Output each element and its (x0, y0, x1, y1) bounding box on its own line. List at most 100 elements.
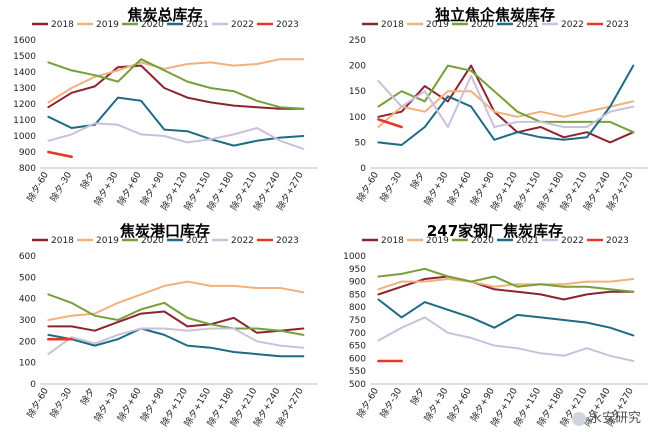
y-tick-label: 1200 (13, 100, 36, 110)
y-tick-label: 1000 (343, 252, 366, 262)
wechat-logo-icon (571, 411, 586, 426)
legend-label-2023: 2023 (276, 20, 299, 30)
legend-label-2023: 2023 (606, 20, 629, 30)
chart-title-steel: 247家钢厂焦炭库存 (426, 222, 564, 240)
y-tick-label: 200 (19, 337, 36, 347)
y-tick-label: 150 (349, 87, 366, 97)
series-line-2019 (47, 58, 305, 104)
y-tick-label: 800 (349, 303, 366, 313)
y-tick-label: 800 (19, 164, 36, 174)
series-line-2021 (47, 327, 305, 358)
x-tick-label: 除夕-60 (24, 169, 51, 204)
y-tick-label: 850 (349, 290, 366, 300)
legend-label-2019: 2019 (96, 20, 119, 30)
y-tick-label: 200 (349, 62, 366, 72)
legend-label-2018: 2018 (381, 236, 404, 246)
y-tick-label: 650 (349, 342, 366, 352)
x-tick-label: 除夕-30 (47, 385, 74, 420)
y-tick-label: 100 (19, 359, 36, 369)
y-tick-label: 0 (360, 164, 366, 174)
y-tick-label: 400 (19, 295, 36, 305)
x-tick-label: 除夕-30 (377, 169, 404, 204)
y-tick-label: 1500 (13, 52, 36, 62)
series-line-2018 (377, 64, 635, 144)
y-tick-label: 1100 (13, 116, 36, 126)
y-tick-label: 100 (349, 113, 366, 123)
y-tick-label: 50 (355, 138, 367, 148)
legend-label-2023: 2023 (276, 236, 299, 246)
watermark-text: 永安研究 (588, 411, 641, 426)
y-tick-label: 0 (30, 380, 36, 390)
y-tick-label: 600 (349, 354, 366, 364)
y-tick-label: 700 (349, 329, 366, 339)
legend-label-2018: 2018 (51, 236, 74, 246)
x-tick-label: 除夕-60 (24, 385, 51, 420)
y-tick-label: 950 (349, 265, 366, 275)
y-tick-label: 900 (19, 148, 36, 158)
x-tick-label: 除夕 (78, 386, 97, 408)
y-tick-label: 300 (19, 316, 36, 326)
legend-label-2020: 2020 (471, 236, 494, 246)
chart-title-independent: 独立焦企焦炭库存 (434, 6, 555, 24)
x-tick-label: 除夕 (78, 170, 97, 192)
y-tick-label: 500 (349, 380, 366, 390)
y-tick-label: 1300 (13, 84, 36, 94)
legend-label-2021: 2021 (516, 236, 539, 246)
legend-label-2023: 2023 (606, 236, 629, 246)
legend-label-2022: 2022 (561, 236, 584, 246)
series-line-2022 (47, 122, 305, 150)
x-tick-label: 除夕-30 (47, 169, 74, 204)
series-line-2023 (47, 150, 73, 159)
chart-panel-port: 0 100 200 300 400 500 600 除夕-60 除夕-30 除夕 除夕+30 除夕+6… (0, 216, 330, 432)
legend-label-2020: 2020 (141, 236, 164, 246)
series-line-2021 (377, 64, 635, 146)
series-line-2020 (377, 267, 635, 293)
legend-label-2019: 2019 (426, 20, 449, 30)
series-line-2019 (47, 280, 305, 321)
legend-label-2020: 2020 (141, 20, 164, 30)
legend-label-2022: 2022 (231, 20, 254, 30)
series-line-2022 (377, 74, 635, 128)
legend-label-2022: 2022 (561, 20, 584, 30)
legend-label-2021: 2021 (186, 236, 209, 246)
series-line-2020 (47, 293, 305, 336)
y-tick-label: 500 (19, 273, 36, 283)
chart-panel-steel: 500 550 600 650 700 750 800 850 900 950 1000 除夕-60 除… (330, 216, 660, 432)
x-tick-label: 除夕 (408, 170, 427, 192)
series-line-2019 (377, 90, 635, 128)
series-line-2022 (47, 327, 305, 356)
legend-label-2022: 2022 (231, 236, 254, 246)
series-line-2021 (377, 298, 635, 337)
legend-label-2021: 2021 (186, 20, 209, 30)
x-tick-label: 除夕-60 (354, 169, 381, 204)
y-tick-label: 750 (349, 316, 366, 326)
y-tick-label: 250 (349, 36, 366, 46)
legend-label-2018: 2018 (381, 20, 404, 30)
x-tick-label: 除夕-30 (377, 385, 404, 420)
x-tick-label: 除夕 (408, 386, 427, 408)
chart-panel-independent: 0 50 100 150 200 250 除夕-60 除夕-30 除夕 除夕+30 除夕+60 除夕+… (330, 0, 660, 216)
chart-panel-total: 800 900 1000 1100 1200 1300 1400 1500 1600 除夕-60 除… (0, 0, 330, 216)
series-line-2022 (377, 316, 635, 362)
y-tick-label: 1400 (13, 68, 36, 78)
chart-svg-total: 8009001000110012001300140015001600除夕-60除… (13, 20, 318, 213)
watermark: 永安研究 (571, 407, 641, 426)
chart-title-port: 焦炭港口库存 (119, 222, 210, 240)
series-line-2023 (377, 118, 403, 129)
series-line-2019 (377, 278, 635, 291)
legend-label-2019: 2019 (96, 236, 119, 246)
series-line-2018 (377, 275, 635, 301)
series-line-2018 (47, 64, 305, 110)
y-tick-label: 1000 (13, 132, 36, 142)
legend-label-2019: 2019 (426, 236, 449, 246)
series-line-2018 (47, 310, 305, 334)
legend-label-2021: 2021 (516, 20, 539, 30)
y-tick-label: 550 (349, 367, 366, 377)
x-tick-label: 除夕-60 (354, 385, 381, 420)
y-tick-label: 600 (19, 252, 36, 262)
series-line-2020 (47, 58, 305, 110)
series-line-2020 (377, 64, 635, 134)
y-tick-label: 1600 (13, 36, 36, 46)
